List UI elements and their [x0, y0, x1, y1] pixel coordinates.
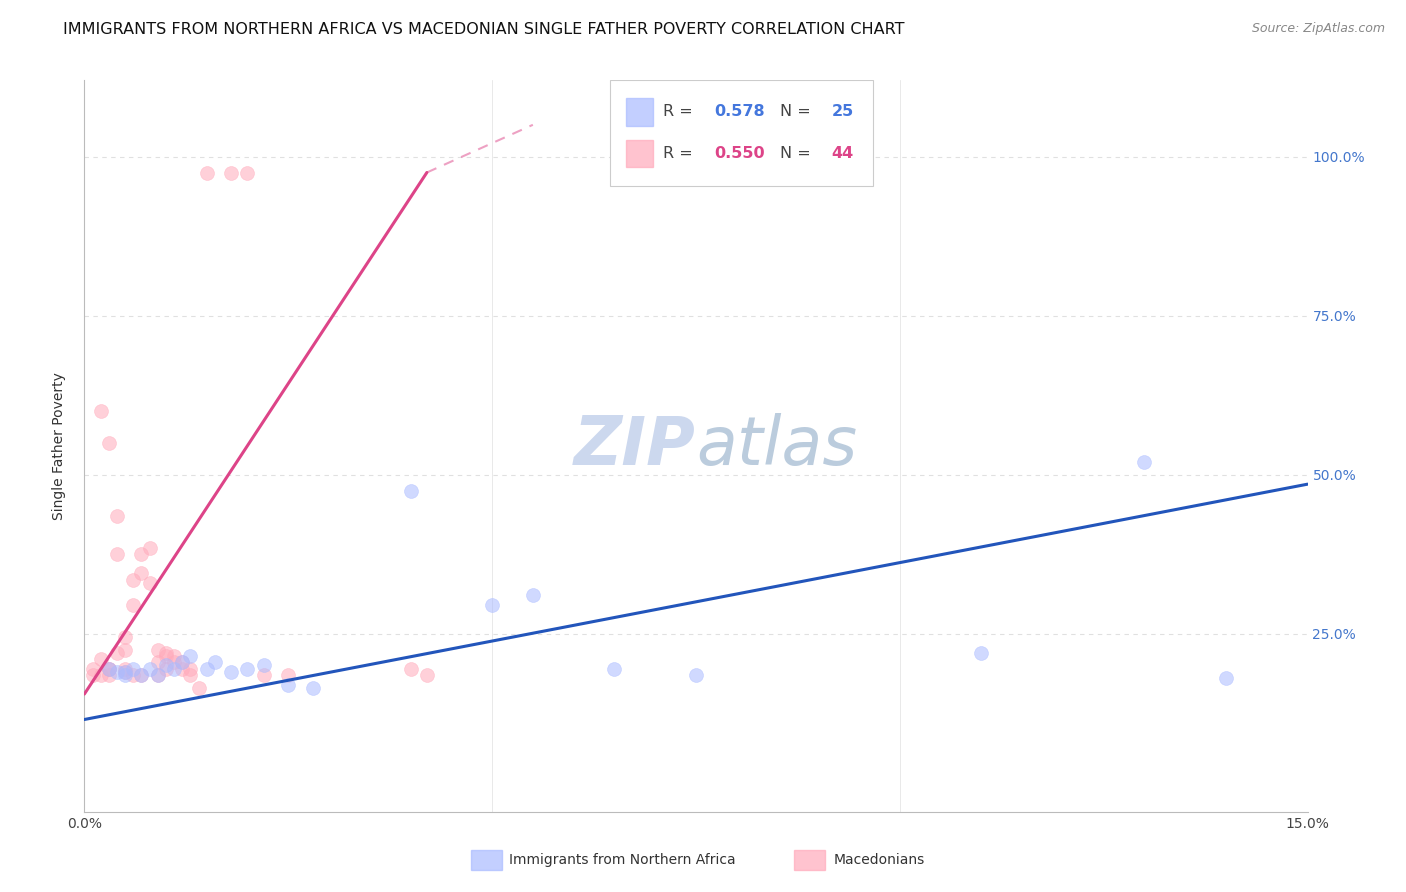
Point	[970, 646, 993, 660]
Point	[195, 165, 218, 179]
Point	[114, 665, 136, 679]
Point	[90, 668, 112, 682]
Text: N =: N =	[780, 146, 817, 161]
Point	[236, 165, 259, 179]
Point	[195, 662, 218, 676]
Point	[146, 668, 169, 682]
Point	[1215, 671, 1237, 685]
Point	[97, 662, 120, 676]
Text: atlas: atlas	[696, 413, 858, 479]
Point	[122, 668, 145, 682]
Point	[399, 662, 422, 676]
Point	[138, 541, 160, 555]
Point	[146, 642, 169, 657]
Point	[187, 681, 209, 695]
Point	[685, 668, 707, 682]
Point	[138, 662, 160, 676]
Point	[179, 668, 201, 682]
Point	[114, 668, 136, 682]
Point	[155, 658, 177, 673]
Text: Immigrants from Northern Africa: Immigrants from Northern Africa	[509, 853, 735, 867]
Point	[131, 547, 153, 561]
Point	[236, 662, 259, 676]
Text: 25: 25	[832, 104, 853, 120]
Point	[301, 681, 323, 695]
Point	[277, 668, 299, 682]
Point	[522, 589, 544, 603]
Point	[122, 573, 145, 587]
FancyBboxPatch shape	[610, 80, 873, 186]
Point	[114, 662, 136, 676]
Point	[146, 668, 169, 682]
Point	[219, 665, 242, 679]
Point	[155, 646, 177, 660]
FancyBboxPatch shape	[626, 139, 654, 168]
Y-axis label: Single Father Poverty: Single Father Poverty	[52, 372, 66, 520]
Point	[277, 677, 299, 691]
Text: IMMIGRANTS FROM NORTHERN AFRICA VS MACEDONIAN SINGLE FATHER POVERTY CORRELATION : IMMIGRANTS FROM NORTHERN AFRICA VS MACED…	[63, 22, 905, 37]
Point	[163, 655, 186, 669]
Point	[204, 655, 226, 669]
Point	[97, 662, 120, 676]
Text: ZIP: ZIP	[574, 413, 696, 479]
Point	[155, 662, 177, 676]
Point	[97, 662, 120, 676]
Point	[219, 165, 242, 179]
Point	[122, 662, 145, 676]
Point	[253, 658, 276, 673]
Point	[155, 648, 177, 663]
Point	[172, 655, 194, 669]
Point	[105, 665, 128, 679]
Point	[172, 662, 194, 676]
Point	[97, 435, 120, 450]
Point	[253, 668, 276, 682]
Point	[416, 668, 439, 682]
Point	[82, 662, 104, 676]
Point	[179, 648, 201, 663]
Point	[131, 668, 153, 682]
Point	[90, 652, 112, 666]
Text: Macedonians: Macedonians	[834, 853, 925, 867]
Text: Source: ZipAtlas.com: Source: ZipAtlas.com	[1251, 22, 1385, 36]
Point	[481, 598, 503, 612]
FancyBboxPatch shape	[626, 98, 654, 126]
Point	[179, 662, 201, 676]
Point	[172, 655, 194, 669]
Point	[399, 483, 422, 498]
Point	[138, 575, 160, 590]
Point	[97, 668, 120, 682]
Point	[114, 630, 136, 644]
Point	[131, 668, 153, 682]
Point	[603, 662, 626, 676]
Point	[131, 566, 153, 581]
Text: R =: R =	[664, 146, 697, 161]
Point	[163, 648, 186, 663]
Point	[114, 665, 136, 679]
Point	[105, 508, 128, 523]
Text: 44: 44	[832, 146, 853, 161]
Point	[122, 598, 145, 612]
Text: 0.550: 0.550	[714, 146, 765, 161]
Point	[105, 547, 128, 561]
Point	[163, 662, 186, 676]
Text: R =: R =	[664, 104, 697, 120]
Point	[114, 642, 136, 657]
Text: 0.578: 0.578	[714, 104, 765, 120]
Point	[1133, 455, 1156, 469]
Point	[146, 655, 169, 669]
Point	[90, 404, 112, 418]
Text: N =: N =	[780, 104, 817, 120]
Point	[105, 646, 128, 660]
Point	[82, 668, 104, 682]
